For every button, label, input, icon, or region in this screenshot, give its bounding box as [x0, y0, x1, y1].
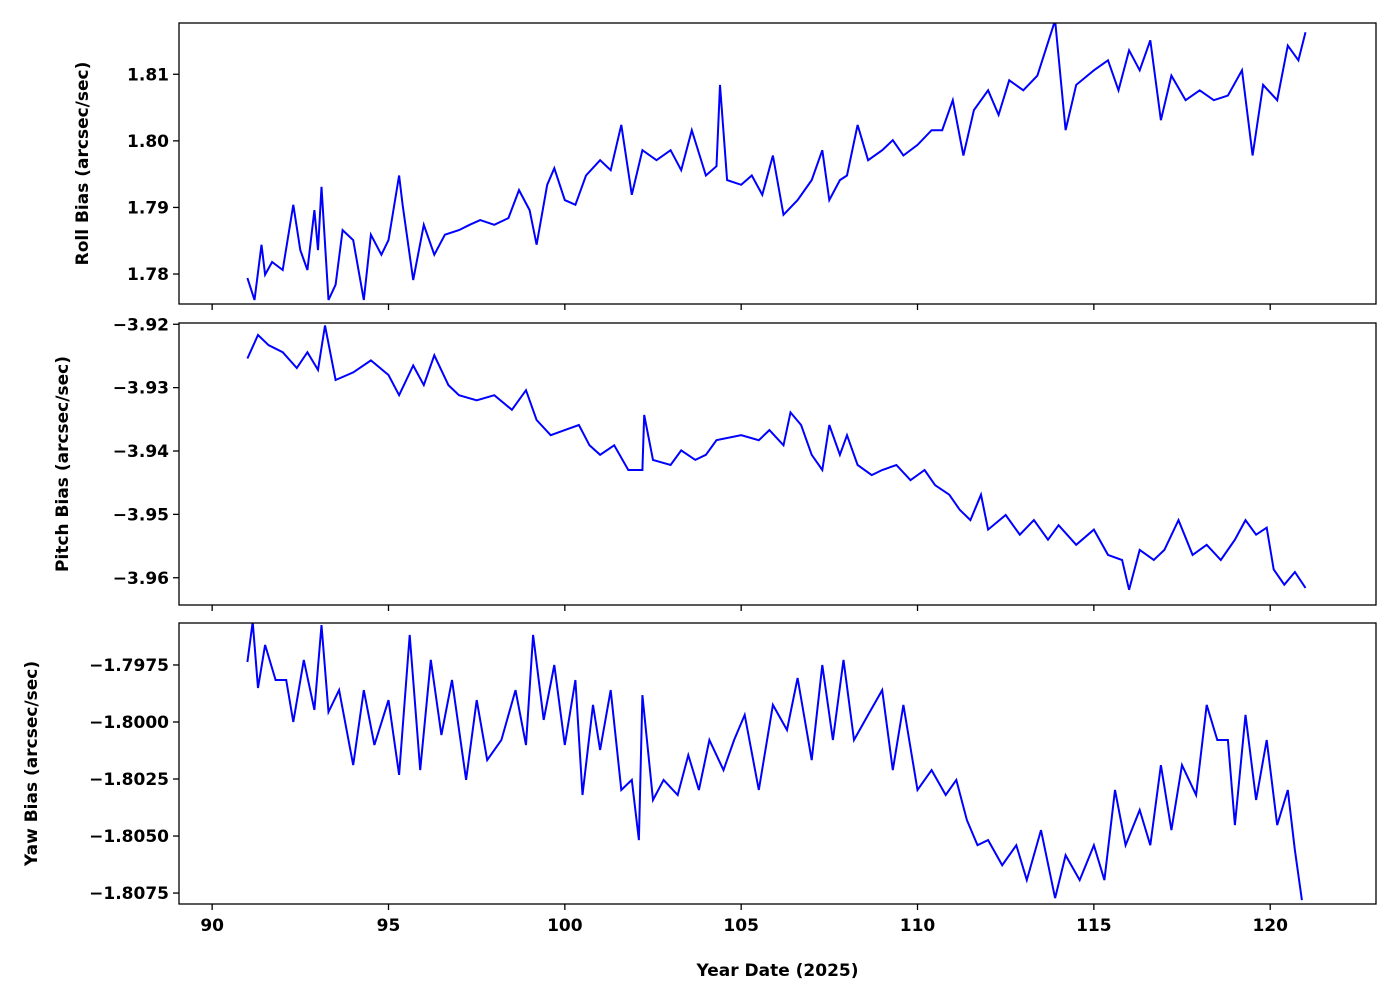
- y-tick-label: 1.78: [127, 265, 169, 285]
- pitch-bias-series-line: [246, 325, 1307, 591]
- roll-bias-series-line: [246, 23, 1307, 301]
- yaw-panel: 90 95 100 105 110 115 120 −1.8075 −1.8050 −1.8025…: [22, 622, 1377, 981]
- y-tick-label: −3.96: [113, 569, 169, 589]
- y-tick-label: 1.80: [127, 132, 169, 152]
- yaw-y-axis-label: Yaw Bias (arcsec/sec): [22, 661, 42, 867]
- x-tick-label: 120: [1252, 916, 1288, 936]
- y-tick-label: −1.8025: [89, 770, 169, 790]
- pitch-panel: −3.96 −3.95 −3.94 −3.93 −3.92 Pitch Bias (arc…: [53, 315, 1377, 611]
- x-tick-label: 90: [200, 916, 224, 936]
- x-tick-label: 110: [900, 916, 936, 936]
- yaw-axes-frame: [178, 622, 1377, 905]
- y-tick-label: 1.79: [127, 198, 169, 218]
- pitch-y-axis-label: Pitch Bias (arcsec/sec): [53, 356, 73, 572]
- y-tick-label: −3.94: [113, 442, 169, 462]
- x-tick-label: 115: [1076, 916, 1112, 936]
- y-tick-label: −3.93: [113, 379, 169, 399]
- roll-panel: 1.78 1.79 1.80 1.81 Roll Bias (arcsec/sec): [73, 22, 1377, 310]
- y-tick-label: −3.92: [113, 315, 169, 335]
- roll-y-axis-label: Roll Bias (arcsec/sec): [73, 62, 93, 266]
- roll-axes-frame: [178, 22, 1377, 305]
- y-tick-label: 1.81: [127, 65, 169, 85]
- y-tick-label: −1.8050: [89, 827, 169, 847]
- x-tick-label: 95: [377, 916, 401, 936]
- pitch-axes-frame: [178, 322, 1377, 606]
- x-tick-label: 105: [723, 916, 759, 936]
- y-tick-label: −1.8000: [89, 713, 169, 733]
- y-tick-label: −1.7975: [89, 656, 169, 676]
- y-tick-label: −3.95: [113, 505, 169, 525]
- y-tick-label: −1.8075: [89, 884, 169, 904]
- yaw-bias-series-line: [246, 623, 1303, 901]
- x-axis-label: Year Date (2025): [695, 961, 858, 981]
- x-tick-label: 100: [547, 916, 583, 936]
